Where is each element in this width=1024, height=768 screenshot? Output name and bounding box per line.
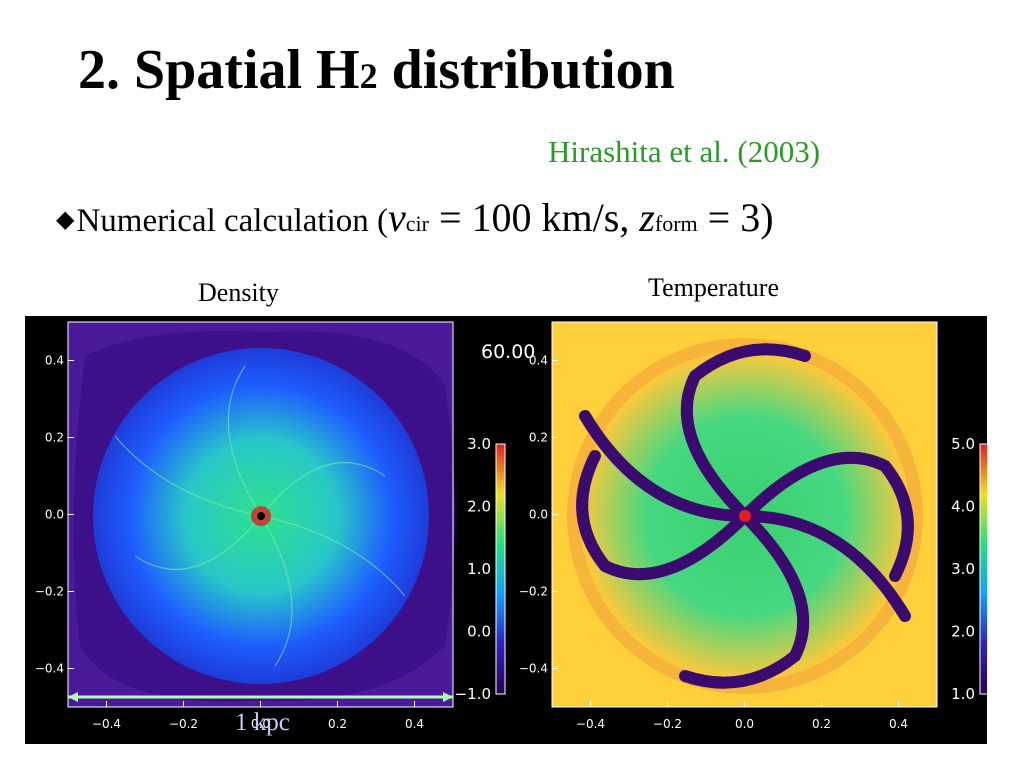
colorbar-labels: 3.0 2.0 1.0 0.0 −1.0 5.0 4.0 3.0 2.0 1.0 (455, 435, 975, 703)
temperature-colorbar-label: 4.0 (951, 498, 975, 516)
simulation-panels: −0.4 0.4 −0.2 0.2 0.0 0.0 0.2 −0.2 0.4 −0.4 −0.4 0.… (35, 321, 987, 736)
y-tick-label: −0.4 (35, 662, 64, 676)
temperature-panel (552, 322, 937, 707)
x-tick-label: 0.2 (812, 717, 831, 731)
citation: Hirashita et al. (2003) (548, 134, 821, 169)
x-tick-label: −0.2 (169, 717, 198, 731)
temperature-colorbar-label: 5.0 (951, 435, 975, 453)
temperature-label: Temperature (648, 273, 779, 302)
scale-label: 1 kpc (235, 709, 290, 736)
density-label: Density (198, 278, 279, 307)
v-subscript: cir (405, 211, 429, 236)
diamond-bullet-icon: ◆ (56, 207, 75, 233)
temperature-void-arms (576, 343, 914, 689)
temperature-colorbar (979, 443, 987, 695)
x-tick-label: −0.4 (92, 717, 121, 731)
density-colorbar-label: 3.0 (467, 435, 491, 453)
density-panel (68, 322, 456, 707)
density-colorbar-label: 1.0 (467, 560, 491, 578)
density-colorbar-label: 2.0 (467, 498, 491, 516)
eq-part-2: = 3) (697, 195, 774, 240)
v-symbol: v (388, 195, 406, 240)
title-rest: distribution (377, 39, 675, 101)
bullet-text: Numerical calculation ( (76, 203, 388, 239)
axes-frames: −0.4 0.4 −0.2 0.2 0.0 0.0 0.2 −0.2 0.4 −0.4 −0.4 0.… (35, 321, 938, 731)
y-tick-label: −0.4 (519, 662, 548, 676)
z-symbol: z (639, 195, 655, 240)
time-label: 60.00 (481, 341, 535, 363)
y-tick-label: 0.4 (529, 354, 548, 368)
simulation-figure: −0.4 0.4 −0.2 0.2 0.0 0.0 0.2 −0.2 0.4 −0.4 −0.4 0.… (25, 316, 987, 744)
slide-title: 2. Spatial H2 distribution (78, 42, 675, 98)
x-tick-label: 0.0 (251, 717, 270, 731)
y-tick-label: −0.2 (35, 585, 64, 599)
density-core-dark (257, 512, 265, 520)
temperature-colorbar-label: 1.0 (951, 685, 975, 703)
eq-part-1: = 100 km/s, (428, 195, 640, 240)
temperature-colorbar-label: 3.0 (951, 560, 975, 578)
y-tick-label: 0.0 (45, 508, 64, 522)
scale-arrow-left-icon (68, 692, 78, 702)
x-tick-label: 0.4 (889, 717, 908, 731)
density-filaments (114, 365, 406, 667)
density-colorbar (495, 443, 506, 695)
density-colorbar-label: 0.0 (467, 623, 491, 641)
x-tick-label: −0.4 (576, 717, 605, 731)
scale-bar: 1 kpc (68, 692, 453, 736)
y-tick-label: 0.2 (45, 431, 64, 445)
bullet-line: ◆Numerical calculation (vcir = 100 km/s,… (56, 198, 774, 238)
temperature-core (739, 510, 751, 522)
scale-arrow-right-icon (443, 692, 453, 702)
x-tick-label: −0.2 (653, 717, 682, 731)
title-subscript: 2 (359, 56, 378, 96)
title-main: 2. Spatial H (78, 39, 360, 101)
z-subscript: form (654, 211, 698, 236)
x-tick-label: 0.4 (405, 717, 424, 731)
temperature-colorbar-label: 2.0 (951, 623, 975, 641)
x-tick-label: 0.2 (328, 717, 347, 731)
y-tick-label: 0.0 (529, 508, 548, 522)
y-tick-label: −0.2 (519, 585, 548, 599)
density-colorbar-label: −1.0 (455, 685, 491, 703)
y-tick-label: 0.4 (45, 354, 64, 368)
x-tick-label: 0.0 (735, 717, 754, 731)
y-tick-label: 0.2 (529, 431, 548, 445)
